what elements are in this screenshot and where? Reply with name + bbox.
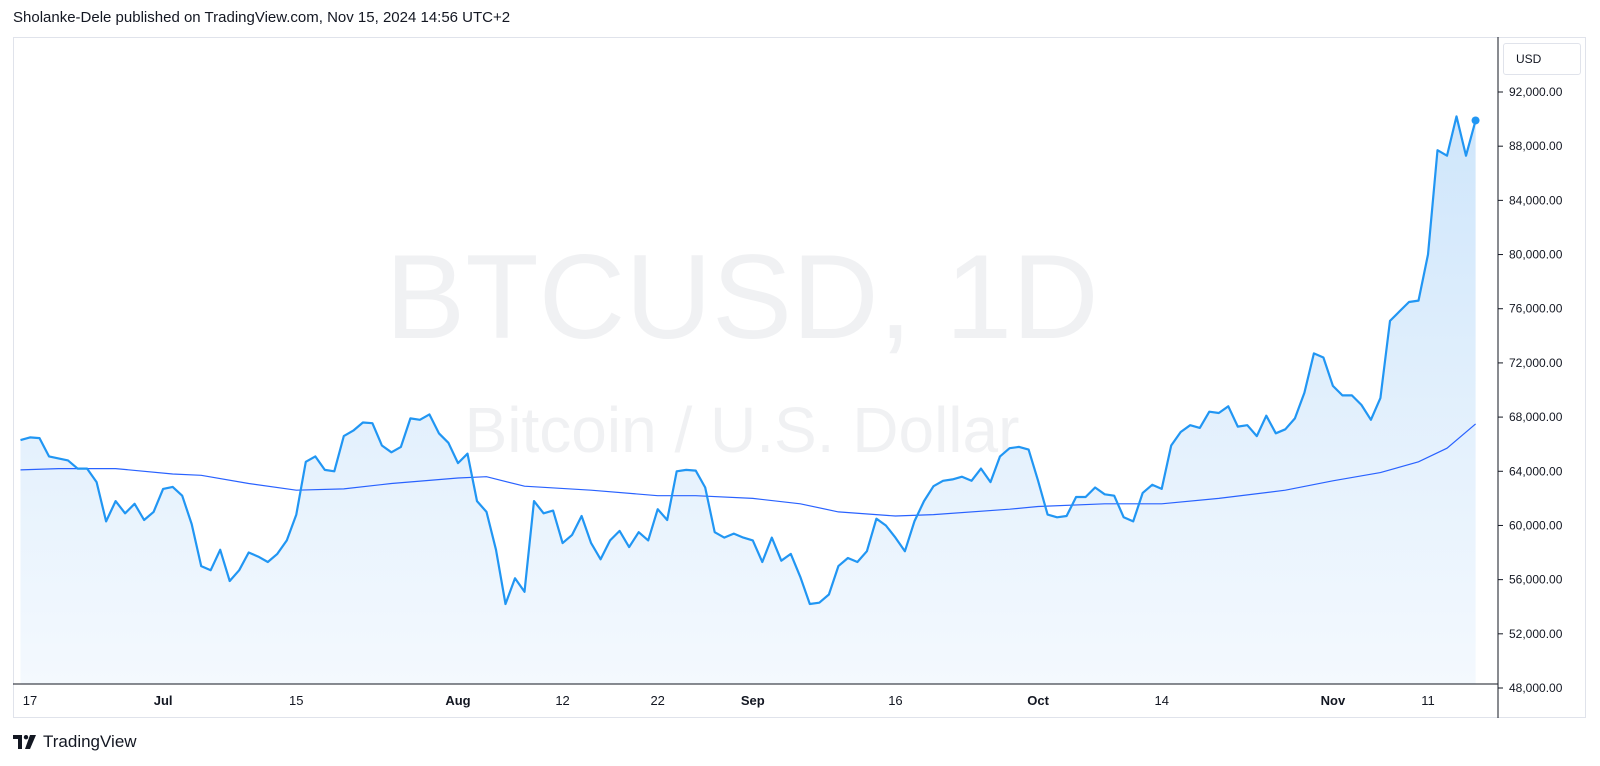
y-tick-label: 92,000.00 [1509,85,1563,99]
moving-average-line [20,423,1476,517]
x-tick-label: 11 [1421,693,1435,708]
price-line [20,115,1477,606]
x-tick-label: Aug [445,693,470,708]
x-axis[interactable]: 17 Jul 15 Aug 12 22 Sep 16 Oct 14 Nov 11 [23,693,1435,708]
x-tick-label: Nov [1321,693,1346,708]
currency-button[interactable]: USD [1503,43,1581,75]
y-tick-label: 72,000.00 [1509,356,1563,370]
y-tick-label: 84,000.00 [1509,193,1563,207]
y-tick-label: 68,000.00 [1509,410,1563,424]
x-tick-label: 16 [888,693,902,708]
tradingview-logo-icon [13,735,36,749]
y-tick-label: 80,000.00 [1509,248,1563,262]
x-tick-label: Oct [1027,693,1049,708]
y-tick-label: 48,000.00 [1509,681,1563,695]
price-area-fill [20,116,1476,684]
y-axis[interactable]: 48,000.00 52,000.00 56,000.00 60,000.00 64,0… [1498,85,1563,695]
y-tick-label: 60,000.00 [1509,518,1563,532]
x-tick-label: 12 [555,693,569,708]
watermark-description: Bitcoin / U.S. Dollar [465,394,1020,466]
x-tick-label: 15 [289,693,303,708]
x-tick-label: 17 [23,693,37,708]
y-tick-label: 64,000.00 [1509,464,1563,478]
x-tick-label: 22 [650,693,664,708]
watermark-symbol: BTCUSD, 1D [385,230,1098,364]
footer-brand-text: TradingView [43,732,137,751]
y-tick-label: 76,000.00 [1509,302,1563,316]
x-tick-label: 14 [1154,693,1168,708]
x-tick-label: Jul [154,693,173,708]
footer-branding[interactable]: TradingView [13,732,137,752]
y-tick-label: 88,000.00 [1509,139,1563,153]
published-info: Sholanke-Dele published on TradingView.c… [13,9,511,26]
watermark: BTCUSD, 1D Bitcoin / U.S. Dollar [385,230,1098,466]
price-chart[interactable]: BTCUSD, 1D Bitcoin / U.S. Dollar 48,000.… [0,0,1600,720]
x-tick-label: Sep [741,693,765,708]
last-price-marker [1471,116,1480,125]
y-tick-label: 56,000.00 [1509,573,1563,587]
chart-frame [13,37,1586,718]
y-tick-label: 52,000.00 [1509,627,1563,641]
